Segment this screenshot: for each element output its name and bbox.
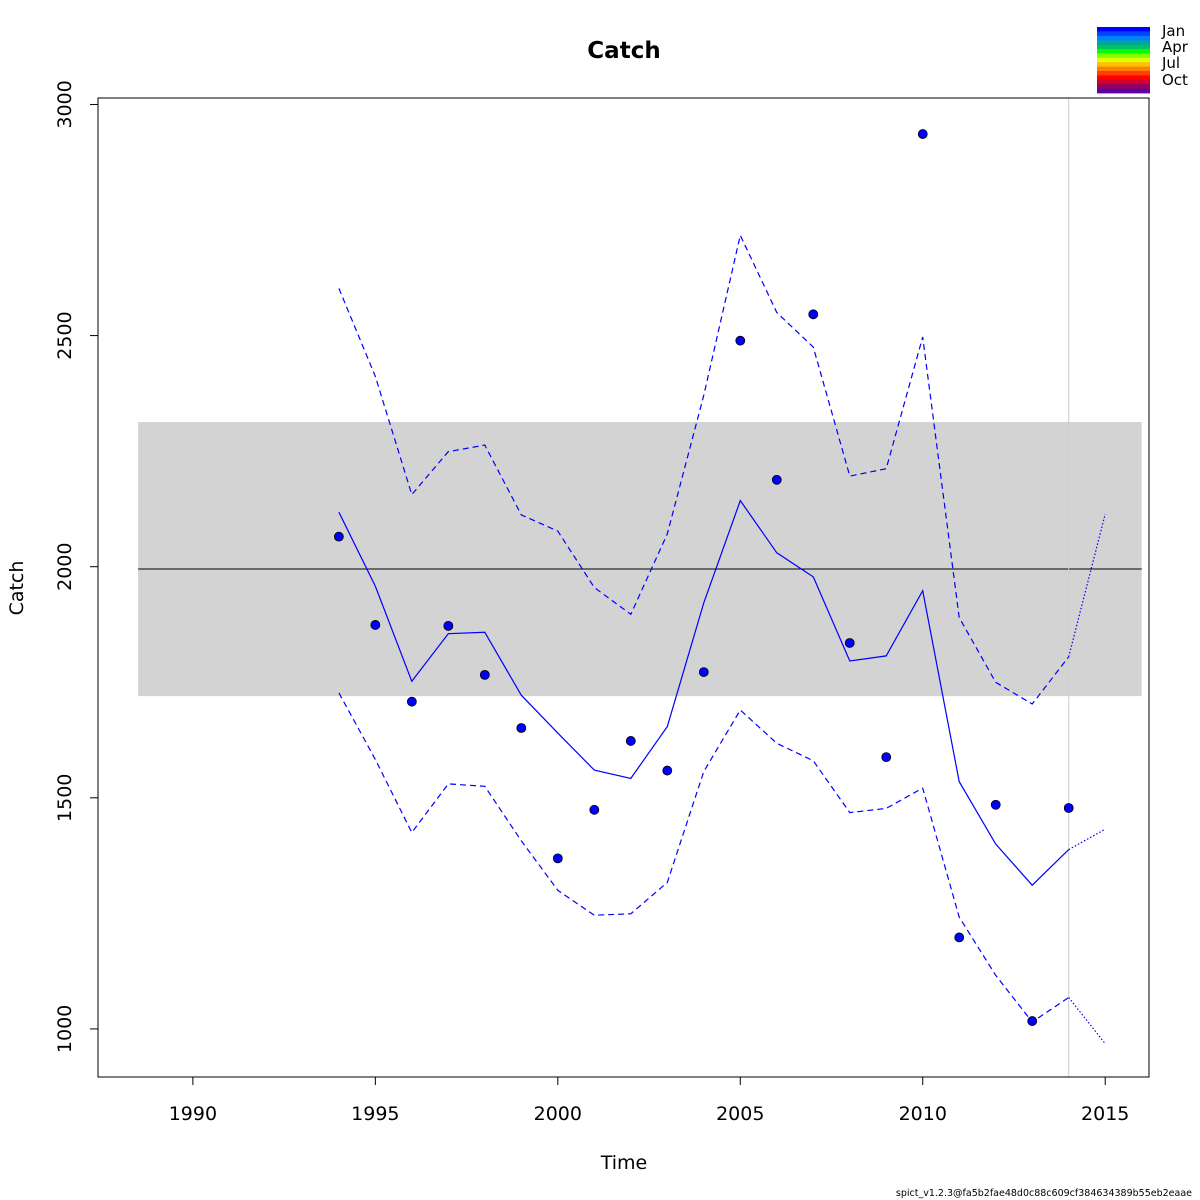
y-tick-label: 2500 [54,311,76,359]
observed-catch-point [808,309,819,320]
legend-month-label: Oct [1162,71,1188,89]
y-tick-label: 1000 [54,1005,76,1053]
observed-catch-point [589,804,600,815]
legend-color-swatch [1097,88,1150,94]
legend-color-swatch [1097,57,1150,63]
observed-catch-point [625,736,636,746]
series-upper-ci-line [338,233,1070,705]
x-tick-label: 2000 [534,1103,582,1125]
series-forecast-lower-line [1068,997,1106,1045]
legend-color-swatch [1097,40,1150,45]
legend-color-swatch [1097,31,1150,37]
observed-catch-point [370,620,381,630]
legend-month-label: Jan [1161,22,1185,40]
observed-catch-point [333,531,344,542]
msy-confidence-band [138,422,1142,697]
series-layer [338,233,1106,1045]
observed-catch-point [771,474,782,485]
observed-catch-point [698,667,709,677]
observed-catch-point [443,620,454,631]
x-axis: 1990 1995 2000 2005 2010 2015 [169,1076,1129,1125]
observed-catch-point [1027,1016,1038,1026]
observed-catch-point [406,696,417,707]
x-tick-label: 1990 [169,1103,217,1125]
observed-catch-point [479,669,490,680]
observed-catch-point [954,932,965,943]
legend-color-swatch [1097,66,1150,72]
legend-color-swatch [1097,84,1150,89]
version-label: spict_v1.2.3@fa5b2fae48d0c88c609cf384634… [896,1188,1192,1199]
legend-color-swatch [1097,79,1150,85]
observed-catch-point [735,335,746,346]
legend-color-swatch [1097,53,1150,59]
legend-month-label: Jul [1161,54,1180,72]
legend-color-swatch [1097,35,1150,41]
legend-color-swatch [1097,44,1150,50]
series-forecast-upper-line [1068,513,1106,657]
series-lower-ci-line [338,692,1070,1023]
observed-catch-point [552,853,563,864]
observed-catch-point [844,638,855,648]
observed-catch-point [662,765,673,776]
series-predicted-line [338,499,1070,887]
x-tick-label: 2010 [899,1103,947,1125]
y-tick-label: 1500 [54,774,76,822]
legend-color-swatch [1097,62,1150,67]
x-tick-label: 2005 [716,1103,764,1125]
observed-catch-point [881,752,892,763]
observed-catch-point [516,723,527,733]
observed-catch-point [1063,803,1074,813]
observed-catch-point [917,129,928,139]
legend-color-swatch [1097,49,1150,54]
x-tick-label: 2015 [1081,1103,1129,1125]
legend-color-swatch [1097,27,1150,32]
x-tick-label: 1995 [351,1103,399,1125]
y-tick-label: 3000 [54,80,76,128]
y-tick-label: 2000 [54,543,76,591]
legend-month-label: Apr [1162,38,1189,56]
legend-color-swatch [1097,71,1150,76]
legend-color-swatch [1097,75,1150,81]
x-axis-title: Time [600,1152,648,1174]
observed-points-layer [333,129,1074,1026]
chart-title: Catch [587,38,660,64]
y-axis: 1000 1500 2000 2500 3000 [54,80,99,1053]
y-axis-title: Catch [6,561,28,616]
observed-catch-point [990,799,1001,810]
msy-band-layer [138,98,1142,1077]
